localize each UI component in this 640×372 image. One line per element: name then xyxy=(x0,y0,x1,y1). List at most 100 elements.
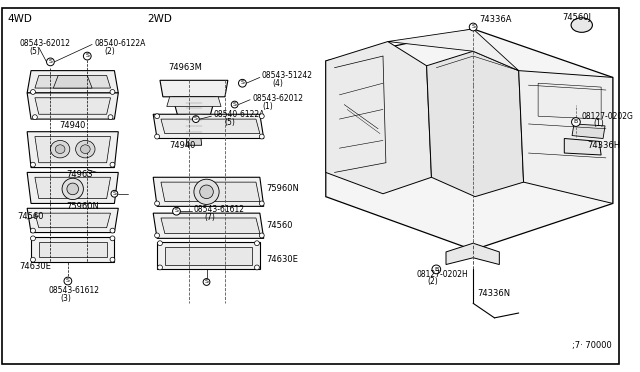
Circle shape xyxy=(110,162,115,167)
Circle shape xyxy=(259,114,264,119)
Polygon shape xyxy=(31,237,115,262)
Text: S: S xyxy=(113,191,116,196)
Text: 08543-61612: 08543-61612 xyxy=(194,205,245,214)
Text: 08540-6122A: 08540-6122A xyxy=(213,110,265,119)
Polygon shape xyxy=(564,138,601,155)
Circle shape xyxy=(572,118,580,126)
Ellipse shape xyxy=(571,18,593,32)
Text: (1): (1) xyxy=(263,102,273,111)
Circle shape xyxy=(155,114,159,119)
Circle shape xyxy=(231,101,238,108)
Text: 08127-0202H: 08127-0202H xyxy=(417,270,468,279)
Circle shape xyxy=(31,257,35,262)
Polygon shape xyxy=(161,119,260,134)
Circle shape xyxy=(110,90,115,94)
Text: S: S xyxy=(85,53,89,58)
Circle shape xyxy=(432,265,441,274)
Circle shape xyxy=(31,236,35,241)
Ellipse shape xyxy=(51,141,70,158)
Circle shape xyxy=(200,185,213,199)
Polygon shape xyxy=(161,218,260,234)
Circle shape xyxy=(62,178,83,199)
Circle shape xyxy=(47,58,54,66)
Circle shape xyxy=(259,134,264,139)
Circle shape xyxy=(469,23,477,31)
Circle shape xyxy=(239,79,246,87)
Polygon shape xyxy=(27,208,118,232)
Text: (1): (1) xyxy=(593,119,604,128)
Polygon shape xyxy=(153,213,264,238)
Circle shape xyxy=(259,201,264,206)
Circle shape xyxy=(108,115,113,119)
Circle shape xyxy=(157,265,163,270)
Polygon shape xyxy=(27,132,118,167)
Text: 74560J: 74560J xyxy=(563,13,591,22)
Text: B: B xyxy=(574,119,578,124)
Text: B: B xyxy=(434,267,438,272)
Text: (7): (7) xyxy=(205,212,216,222)
Polygon shape xyxy=(161,182,260,202)
Circle shape xyxy=(64,277,72,285)
Circle shape xyxy=(110,236,115,241)
Polygon shape xyxy=(167,97,221,106)
Polygon shape xyxy=(27,93,118,119)
Circle shape xyxy=(33,115,37,119)
Circle shape xyxy=(255,265,259,270)
Circle shape xyxy=(110,257,115,262)
Text: 2WD: 2WD xyxy=(147,14,172,24)
Polygon shape xyxy=(173,97,215,122)
Text: 74336A: 74336A xyxy=(479,15,511,24)
Polygon shape xyxy=(160,80,228,97)
Circle shape xyxy=(259,233,264,238)
Polygon shape xyxy=(35,137,111,163)
Polygon shape xyxy=(326,42,431,194)
Polygon shape xyxy=(27,71,118,93)
Circle shape xyxy=(110,228,115,233)
Circle shape xyxy=(31,162,35,167)
Circle shape xyxy=(31,228,35,233)
Circle shape xyxy=(67,183,79,195)
Polygon shape xyxy=(35,76,111,88)
Text: (2): (2) xyxy=(428,278,438,286)
Text: 74630E: 74630E xyxy=(19,262,51,271)
Polygon shape xyxy=(35,213,111,228)
Polygon shape xyxy=(388,29,519,71)
Polygon shape xyxy=(538,83,601,119)
Text: S: S xyxy=(194,116,198,121)
Text: S: S xyxy=(233,102,237,107)
Polygon shape xyxy=(446,243,499,264)
Circle shape xyxy=(194,179,219,205)
Polygon shape xyxy=(53,76,92,88)
Circle shape xyxy=(203,279,210,285)
Circle shape xyxy=(83,52,91,60)
Text: S: S xyxy=(205,279,209,284)
Circle shape xyxy=(255,241,259,246)
Text: 74560: 74560 xyxy=(17,212,44,221)
Polygon shape xyxy=(427,51,524,197)
Text: (2): (2) xyxy=(105,47,115,56)
Polygon shape xyxy=(39,242,107,257)
Text: 08127-0202G: 08127-0202G xyxy=(582,112,634,121)
Text: (5): (5) xyxy=(29,47,40,56)
Circle shape xyxy=(157,241,163,246)
Polygon shape xyxy=(153,114,264,138)
Ellipse shape xyxy=(55,145,65,154)
Text: 08543-61612: 08543-61612 xyxy=(49,286,99,295)
Polygon shape xyxy=(35,177,111,199)
Text: 08540-6122A: 08540-6122A xyxy=(94,39,145,48)
Circle shape xyxy=(193,116,199,122)
Text: 74336H: 74336H xyxy=(588,141,621,150)
Circle shape xyxy=(111,190,118,197)
Text: 75960N: 75960N xyxy=(267,185,300,193)
Circle shape xyxy=(155,233,159,238)
Circle shape xyxy=(173,207,180,215)
Text: 74940: 74940 xyxy=(170,141,196,150)
Text: 4WD: 4WD xyxy=(8,14,33,24)
Text: (5): (5) xyxy=(224,118,235,126)
Text: S: S xyxy=(66,278,70,283)
Polygon shape xyxy=(186,135,202,145)
Polygon shape xyxy=(572,124,605,138)
Text: 74630E: 74630E xyxy=(267,255,298,264)
Circle shape xyxy=(31,90,35,94)
Text: 74560: 74560 xyxy=(267,221,293,230)
